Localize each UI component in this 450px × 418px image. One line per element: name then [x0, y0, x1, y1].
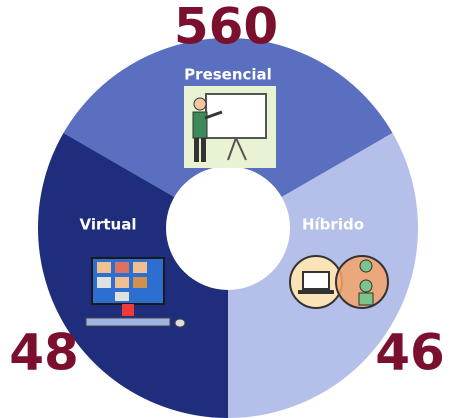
segment-label: Híbrido — [302, 216, 364, 234]
segment-label: Presencial — [184, 66, 272, 84]
donut-hole — [166, 166, 290, 290]
segment-value: 48 — [9, 324, 79, 382]
segment-value: 560 — [174, 0, 278, 56]
presencial-icon — [184, 86, 276, 168]
hibrido-icon — [289, 255, 389, 309]
segment-label: Virtual — [80, 216, 137, 234]
virtual-icon — [85, 257, 186, 328]
segment-value: 46 — [375, 324, 445, 382]
